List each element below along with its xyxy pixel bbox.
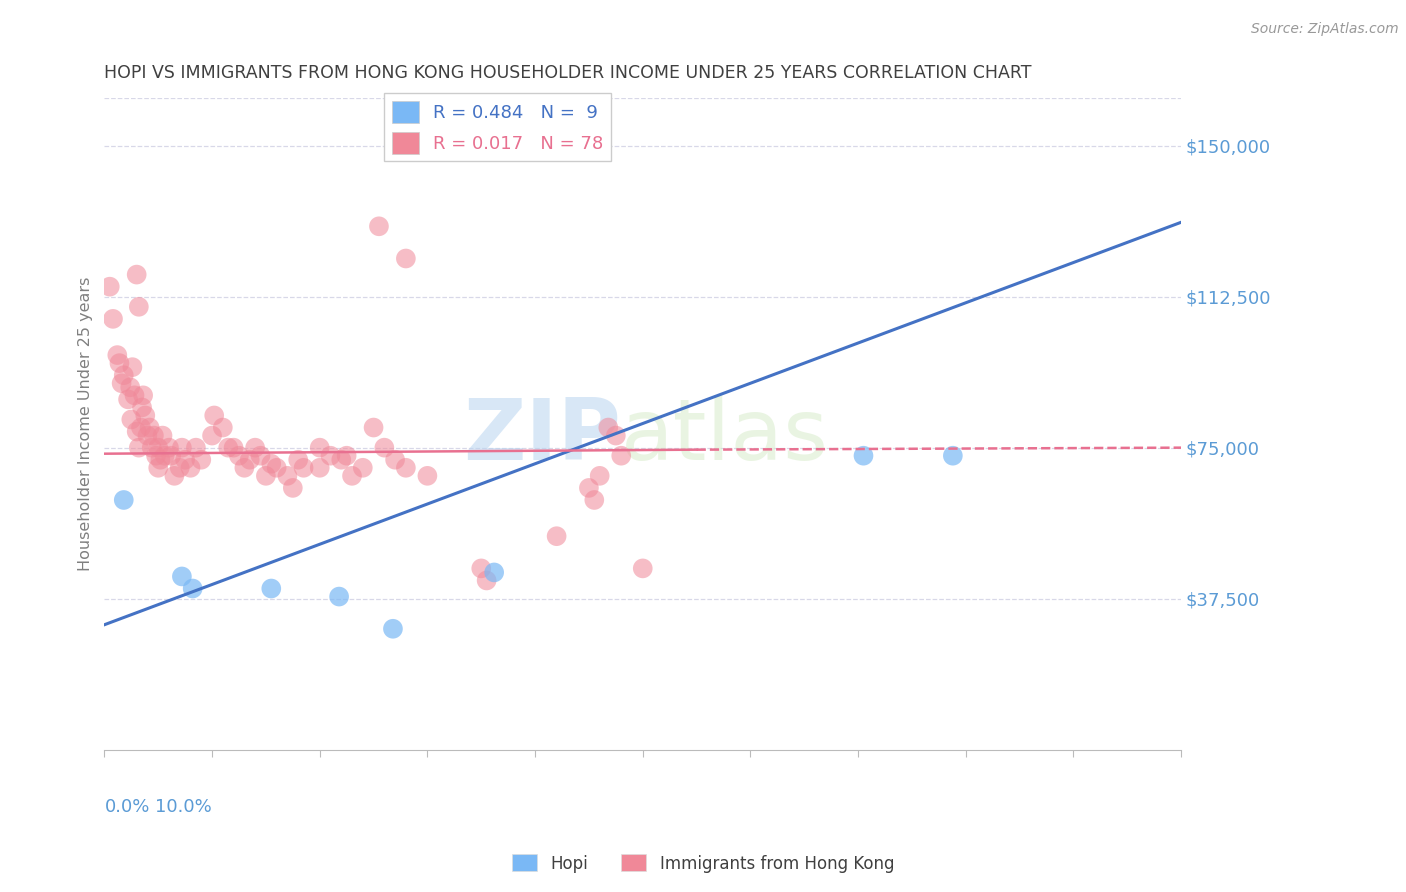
Point xyxy=(395,252,418,266)
Point xyxy=(266,460,288,475)
Point xyxy=(153,449,176,463)
Point xyxy=(120,412,142,426)
Text: HOPI VS IMMIGRANTS FROM HONG KONG HOUSEHOLDER INCOME UNDER 25 YEARS CORRELATION : HOPI VS IMMIGRANTS FROM HONG KONG HOUSEH… xyxy=(104,64,1032,82)
Point xyxy=(181,582,204,596)
Point xyxy=(228,449,250,463)
Point xyxy=(254,468,277,483)
Point xyxy=(141,441,163,455)
Point xyxy=(287,452,309,467)
Point xyxy=(482,566,505,580)
Point xyxy=(110,376,132,391)
Point xyxy=(132,388,155,402)
Point xyxy=(157,441,180,455)
Point xyxy=(174,452,197,467)
Point xyxy=(363,420,385,434)
Point xyxy=(416,468,439,483)
Point xyxy=(308,460,330,475)
Point xyxy=(217,441,239,455)
Point xyxy=(336,449,359,463)
Point xyxy=(170,441,193,455)
Point xyxy=(328,590,350,604)
Point xyxy=(98,279,121,293)
Point xyxy=(170,569,193,583)
Point xyxy=(243,441,266,455)
Point xyxy=(169,460,191,475)
Point xyxy=(125,268,148,282)
Point xyxy=(605,428,627,442)
Point xyxy=(470,561,492,575)
Point xyxy=(117,392,139,407)
Point xyxy=(373,441,395,455)
Point xyxy=(152,428,174,442)
Point xyxy=(583,493,606,508)
Text: ZIP: ZIP xyxy=(464,395,621,478)
Point xyxy=(149,452,172,467)
Legend: R = 0.484   N =  9, R = 0.017   N = 78: R = 0.484 N = 9, R = 0.017 N = 78 xyxy=(384,94,610,161)
Point xyxy=(239,452,262,467)
Point xyxy=(101,311,124,326)
Point xyxy=(148,460,170,475)
Text: atlas: atlas xyxy=(621,395,830,478)
Point xyxy=(131,401,153,415)
Point xyxy=(308,441,330,455)
Point xyxy=(128,300,150,314)
Text: 10.0%: 10.0% xyxy=(155,798,212,816)
Point xyxy=(352,460,374,475)
Point xyxy=(319,449,342,463)
Point xyxy=(589,468,612,483)
Point xyxy=(852,449,875,463)
Legend: Hopi, Immigrants from Hong Kong: Hopi, Immigrants from Hong Kong xyxy=(505,847,901,880)
Point xyxy=(138,420,160,434)
Point xyxy=(381,622,404,636)
Point xyxy=(249,449,271,463)
Point xyxy=(148,441,170,455)
Point xyxy=(276,468,298,483)
Point xyxy=(134,409,156,423)
Point xyxy=(120,380,142,394)
Point xyxy=(108,356,131,370)
Point xyxy=(578,481,600,495)
Point xyxy=(105,348,128,362)
Point xyxy=(384,452,406,467)
Point xyxy=(129,420,152,434)
Point xyxy=(222,441,245,455)
Text: 0.0%: 0.0% xyxy=(104,798,150,816)
Point xyxy=(233,460,256,475)
Point xyxy=(190,452,212,467)
Point xyxy=(145,449,167,463)
Point xyxy=(112,493,135,508)
Point xyxy=(292,460,315,475)
Point xyxy=(202,409,225,423)
Point xyxy=(142,428,165,442)
Y-axis label: Householder Income Under 25 years: Householder Income Under 25 years xyxy=(79,277,93,571)
Point xyxy=(163,468,186,483)
Point xyxy=(112,368,135,383)
Point xyxy=(368,219,391,234)
Point xyxy=(340,468,363,483)
Point xyxy=(330,452,353,467)
Point xyxy=(201,428,224,442)
Point xyxy=(160,449,183,463)
Point xyxy=(546,529,568,543)
Point xyxy=(128,441,150,455)
Point xyxy=(610,449,633,463)
Point xyxy=(184,441,207,455)
Point xyxy=(395,460,418,475)
Point xyxy=(125,425,148,439)
Point xyxy=(598,420,620,434)
Text: Source: ZipAtlas.com: Source: ZipAtlas.com xyxy=(1251,22,1399,37)
Point xyxy=(180,460,202,475)
Point xyxy=(136,428,159,442)
Point xyxy=(121,360,143,375)
Point xyxy=(260,457,283,471)
Point xyxy=(942,449,965,463)
Point xyxy=(631,561,654,575)
Point xyxy=(281,481,304,495)
Point xyxy=(475,574,498,588)
Point xyxy=(260,582,283,596)
Point xyxy=(211,420,233,434)
Point xyxy=(124,388,146,402)
